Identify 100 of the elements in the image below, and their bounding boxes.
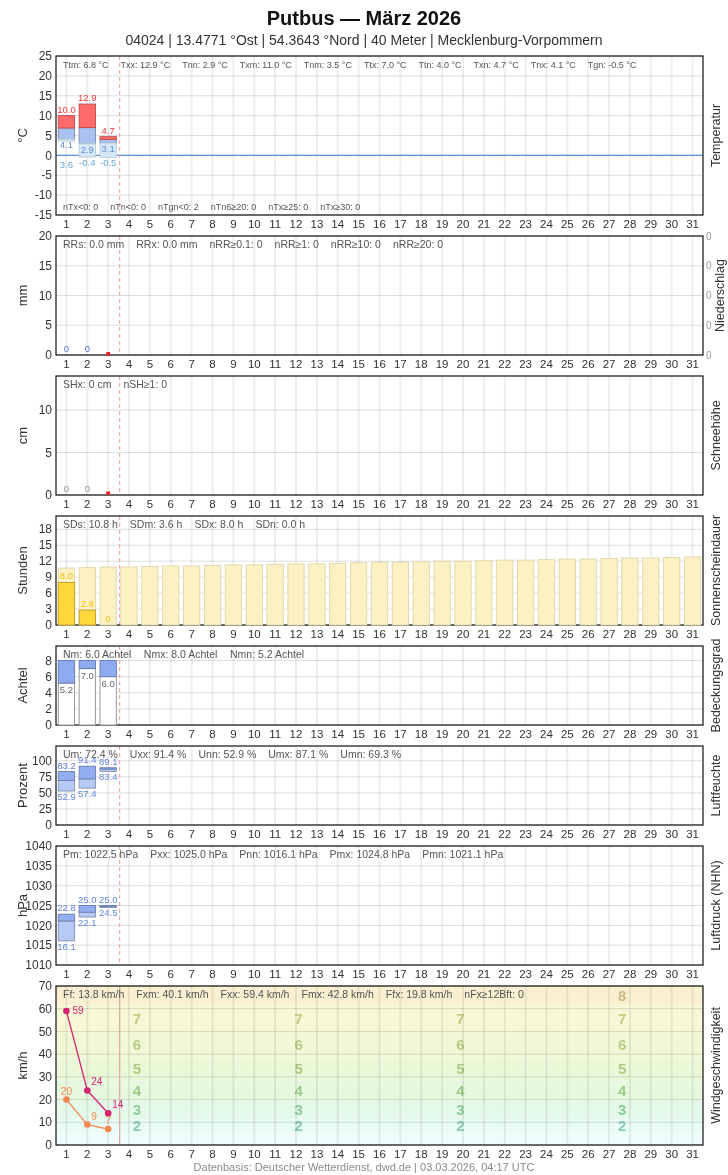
x-tick-label: 22 xyxy=(498,728,512,740)
x-tick-label: 25 xyxy=(560,1148,574,1160)
x-tick-label: 5 xyxy=(146,828,154,840)
annotation: nSH≥1: 0 xyxy=(123,378,168,390)
annotation: nTx<0: 0 xyxy=(63,202,99,212)
y-axis-title: °C xyxy=(14,128,30,143)
x-tick-label: 26 xyxy=(581,1148,595,1160)
x-tick-label: 24 xyxy=(540,498,554,510)
x-tick-label: 18 xyxy=(414,1148,428,1160)
x-tick-label: 14 xyxy=(331,728,345,740)
y2-axis-title: Sonnenscheindauer xyxy=(709,514,724,627)
x-tick-label: 13 xyxy=(310,358,324,370)
x-tick-label: 8 xyxy=(209,498,216,510)
x-tick-label: 27 xyxy=(602,358,616,370)
text: 4 xyxy=(617,1081,627,1099)
x-tick-label: 2 xyxy=(84,828,91,840)
x-tick-label: 4 xyxy=(125,628,133,640)
annotation: nRR≥20: 0 xyxy=(392,238,444,250)
annotation: nTn6≥20: 0 xyxy=(210,202,257,212)
annotation: Unn: 52.9 % xyxy=(198,748,257,760)
annotation: SDx: 8.0 h xyxy=(194,518,244,530)
x-tick-label: 19 xyxy=(435,498,449,510)
data-label: 24 xyxy=(91,1076,103,1088)
x-tick-label: 20 xyxy=(456,728,470,740)
x-tick-label: 31 xyxy=(686,828,699,840)
x-tick-label: 29 xyxy=(644,828,658,840)
x-tick-label: 7 xyxy=(188,828,195,840)
x-tick-label: 30 xyxy=(665,968,679,980)
annotation: nTx≥30: 0 xyxy=(320,202,361,212)
y-tick-label: 5 xyxy=(45,318,53,333)
data-label: -0.5 xyxy=(99,157,117,169)
x-tick-label: 4 xyxy=(125,828,133,840)
x-tick-label: 10 xyxy=(247,828,261,840)
x-tick-label: 29 xyxy=(644,1148,658,1160)
x-tick-label: 19 xyxy=(435,968,449,980)
x-tick-label: 4 xyxy=(125,728,133,740)
x-tick-label: 15 xyxy=(352,1148,366,1160)
y-tick-label: 5 xyxy=(45,445,53,460)
x-tick-label: 3 xyxy=(104,358,112,370)
x-tick-label: 23 xyxy=(519,728,532,740)
x-tick-label: 17 xyxy=(393,218,407,230)
x-tick-label: 6 xyxy=(167,968,174,980)
x-tick-label: 13 xyxy=(310,728,324,740)
text: 7 xyxy=(456,1010,465,1028)
y-tick-label: 10 xyxy=(38,403,53,418)
x-tick-label: 14 xyxy=(331,218,345,230)
x-tick-label: 9 xyxy=(230,218,237,230)
y-tick-label: 75 xyxy=(38,770,53,785)
x-tick-label: 7 xyxy=(188,218,195,230)
x-tick-label: 19 xyxy=(435,218,449,230)
x-tick-label: 26 xyxy=(581,628,595,640)
x-tick-label: 4 xyxy=(125,358,133,370)
data-label: 10.0 xyxy=(57,103,76,115)
x-tick-label: 11 xyxy=(269,218,282,230)
x-tick-label: 18 xyxy=(414,728,428,740)
annotation: Txn: 4.7 °C xyxy=(473,60,520,70)
data-label: 59 xyxy=(72,1005,84,1017)
x-tick-label: 19 xyxy=(435,1148,449,1160)
x-tick-label: 20 xyxy=(456,218,470,230)
data-label: 83.4 xyxy=(98,771,118,783)
x-tick-label: 9 xyxy=(230,498,237,510)
x-tick-label: 3 xyxy=(104,968,112,980)
annotation: nRR≥0.1: 0 xyxy=(209,238,263,250)
data-label: 12.9 xyxy=(78,92,97,104)
x-tick-label: 8 xyxy=(209,218,216,230)
x-tick-label: 31 xyxy=(686,628,699,640)
annotation: Tgn: -0.5 °C xyxy=(587,60,637,70)
annotation: 25.0 xyxy=(98,893,118,905)
x-tick-label: 26 xyxy=(581,218,595,230)
text: 3 xyxy=(456,1101,465,1119)
data-label: 6.0 xyxy=(101,677,115,689)
y-axis-title: cm xyxy=(14,426,30,445)
x-tick-label: 12 xyxy=(289,828,303,840)
x-tick-label: 13 xyxy=(310,828,324,840)
x-tick-label: 23 xyxy=(519,828,532,840)
y-tick-label: 0 xyxy=(45,1138,53,1153)
x-tick-label: 4 xyxy=(125,968,133,980)
annotation: Pmx: 1024.8 hPa xyxy=(329,848,411,860)
x-tick-label: 4 xyxy=(125,1148,133,1160)
y2-axis-title: Niederschlag xyxy=(713,258,728,332)
x-tick-label: 9 xyxy=(230,628,237,640)
text: 2 xyxy=(294,1116,303,1134)
annotation: nTx≥25: 0 xyxy=(268,202,309,212)
annotation: nTn<0: 0 xyxy=(110,202,147,212)
x-tick-label: 15 xyxy=(352,628,366,640)
y-tick-label: 3 xyxy=(45,602,53,617)
y-tick-label: 10 xyxy=(38,288,53,303)
x-tick-label: 6 xyxy=(167,218,174,230)
x-tick-label: 30 xyxy=(665,828,679,840)
x-tick-label: 15 xyxy=(352,218,366,230)
x-tick-label: 3 xyxy=(104,498,112,510)
annotation: SHx: 0 cm xyxy=(63,378,112,390)
annotation: 16.1 xyxy=(57,940,76,952)
x-tick-label: 11 xyxy=(269,828,282,840)
annotation: Tnn: 2.9 °C xyxy=(182,60,229,70)
x-tick-label: 16 xyxy=(373,358,386,370)
x-tick-label: 13 xyxy=(310,968,324,980)
x-tick-label: 15 xyxy=(352,498,366,510)
y-axis-title: Stunden xyxy=(14,546,30,595)
x-tick-label: 27 xyxy=(602,728,616,740)
